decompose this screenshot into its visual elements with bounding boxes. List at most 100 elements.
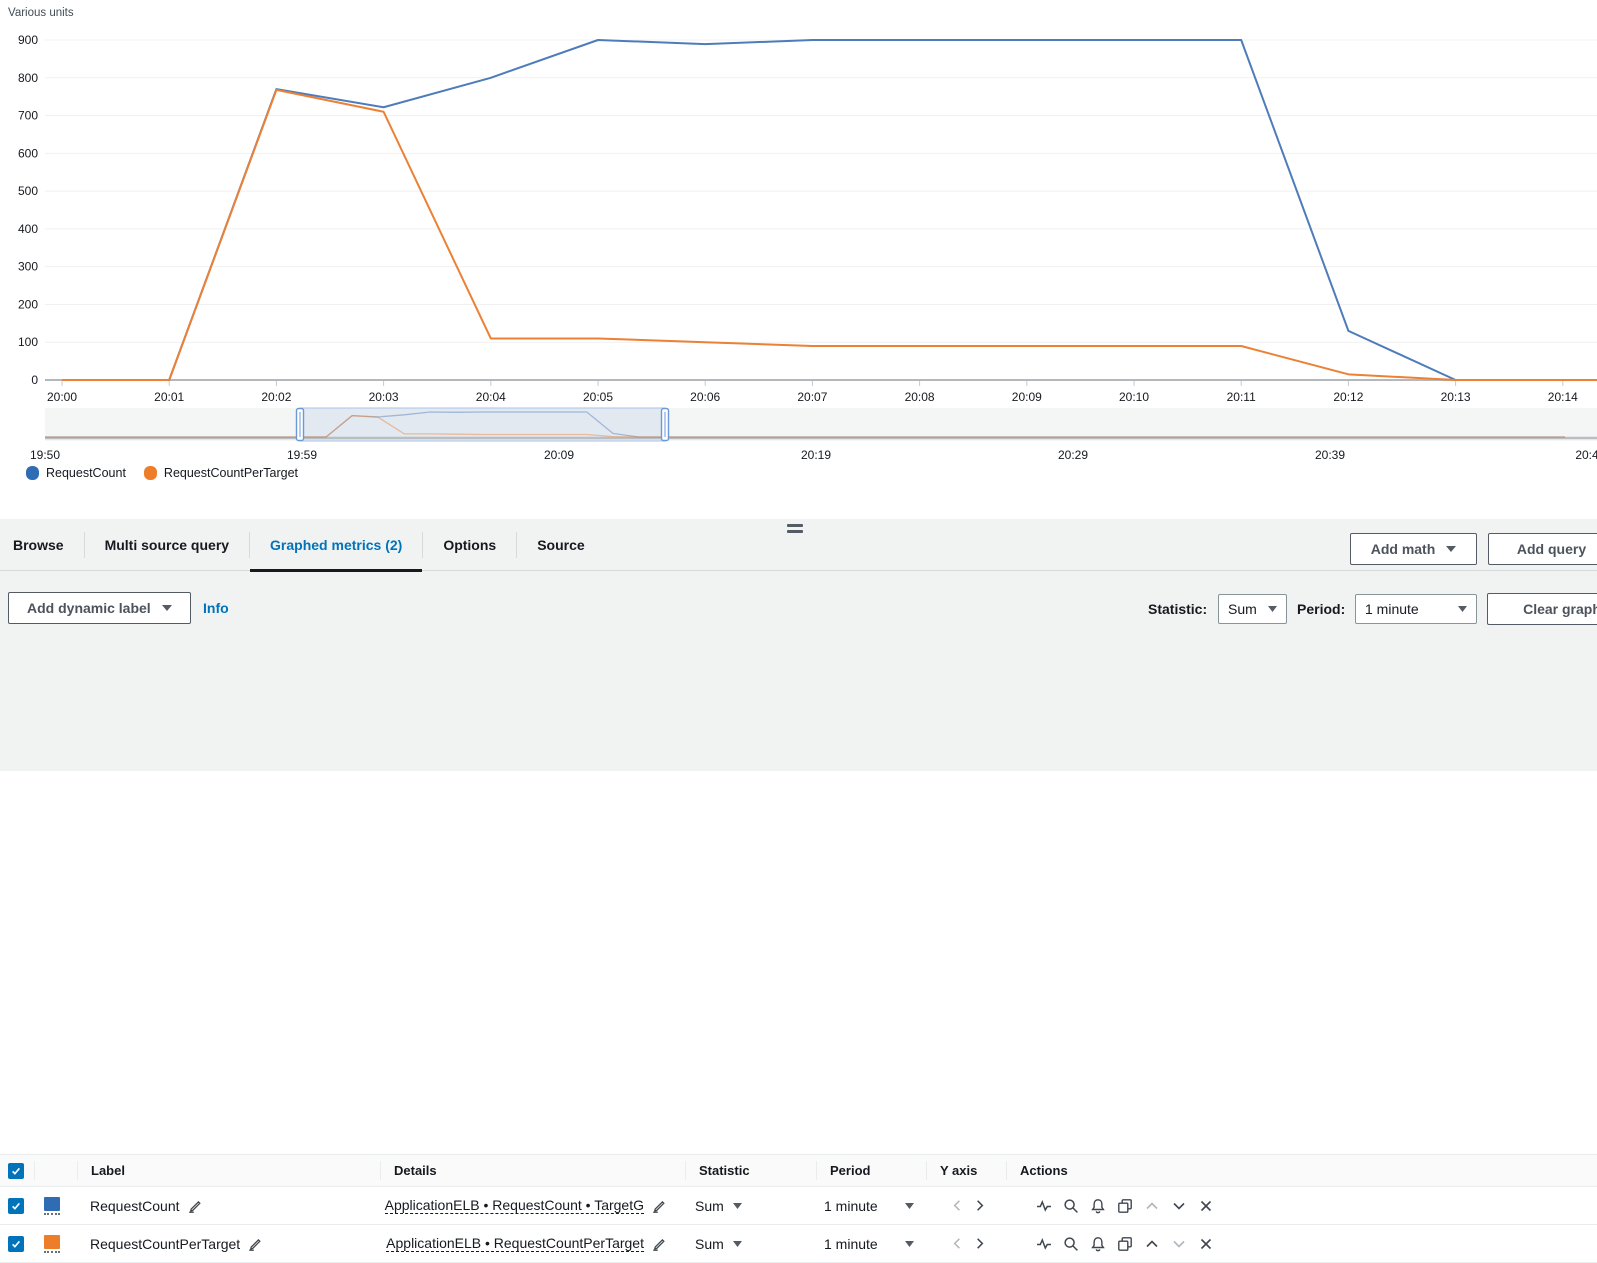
details-cell: ApplicationELB • RequestCountPerTarget [380,1235,685,1252]
edit-label-pencil-icon[interactable] [248,1236,263,1251]
x-tick-label: 20:03 [369,390,399,404]
y-axis-right-icon[interactable] [972,1198,987,1213]
create-alarm-bell-icon[interactable] [1090,1236,1106,1252]
create-alarm-bell-icon[interactable] [1090,1198,1106,1214]
move-up-icon[interactable] [1144,1236,1160,1252]
chevron-down-icon [161,605,172,611]
add-dynamic-label-button[interactable]: Add dynamic label [8,592,191,624]
timeline-selection[interactable] [300,408,665,441]
timeline-tick-label: 20:19 [801,448,831,462]
metric-row: RequestCountPerTarget ApplicationELB • R… [0,1225,1597,1263]
move-up-icon [1144,1198,1160,1214]
edit-details-pencil-icon[interactable] [652,1236,667,1251]
metric-sparkline-icon[interactable] [1036,1236,1052,1252]
y-axis-cell [926,1198,1006,1213]
timeline-track[interactable] [45,408,1597,441]
x-tick-label: 20:00 [47,390,77,404]
details-cell: ApplicationELB • RequestCount • TargetG [380,1197,685,1214]
y-tick-label: 200 [18,297,38,311]
info-link[interactable]: Info [203,600,229,616]
panel-resize-handle[interactable] [787,522,803,534]
edit-label-pencil-icon[interactable] [188,1198,203,1213]
y-tick-label: 0 [31,373,38,387]
row-color-cell [34,1196,77,1215]
select-all-checkbox[interactable] [8,1162,24,1179]
label-cell: RequestCountPerTarget [77,1236,380,1252]
y-axis-left-icon [950,1236,965,1251]
statistic-label: Statistic: [1148,601,1208,617]
tab-options[interactable]: Options [443,536,497,553]
move-down-icon [1171,1236,1187,1252]
legend-item-requestcount[interactable]: RequestCount [26,466,126,480]
metric-row: RequestCount ApplicationELB • RequestCou… [0,1187,1597,1225]
period-select[interactable]: 1 minute [1355,594,1477,624]
y-axis-right-icon[interactable] [972,1236,987,1251]
row-color-cell [34,1234,77,1253]
x-tick-label: 20:13 [1441,390,1471,404]
add-query-button[interactable]: Add query [1488,533,1597,565]
statistic-value: Sum [695,1235,724,1252]
statistic-select[interactable]: Sum [1218,594,1287,624]
tab-graphed-metrics[interactable]: Graphed metrics (2) [250,519,423,572]
x-tick-label: 20:01 [154,390,184,404]
statistic-dropdown-caret-icon[interactable] [732,1202,742,1209]
zoom-to-metric-icon[interactable] [1063,1198,1079,1214]
metric-color-swatch[interactable] [44,1234,60,1253]
chevron-down-icon [1458,606,1467,612]
y-tick-label: 700 [18,109,38,123]
period-value: 1 minute [824,1197,878,1214]
legend-color-dot-orange [143,466,157,480]
edit-details-pencil-icon[interactable] [652,1198,667,1213]
y-tick-label: 100 [18,335,38,349]
metric-label: RequestCountPerTarget [90,1235,241,1252]
statistic-cell: Sum [685,1236,816,1252]
metric-sparkline-icon[interactable] [1036,1198,1052,1214]
y-tick-label: 800 [18,71,38,85]
legend-item-requestcountpertarget[interactable]: RequestCountPerTarget [143,466,299,480]
x-tick-label: 20:09 [1012,390,1042,404]
remove-metric-icon[interactable] [1198,1198,1214,1214]
metrics-line-chart[interactable]: 0 100 200 300 400 500 600 700 800 900 20:00 20:01 20… [0,0,1597,465]
period-dropdown-caret-icon[interactable] [905,1240,914,1247]
series-line-RequestCount [62,39,1597,381]
metrics-panel: Browse Multi source query Graphed metric… [0,519,1597,1263]
x-tick-label: 20:12 [1333,390,1363,404]
y-axis-cell [926,1236,1006,1251]
column-header-details: Details [380,1161,685,1180]
timeline-tick-label: 19:59 [287,448,317,462]
timeline-tick-label: 19:50 [30,448,60,462]
metric-details-link[interactable]: ApplicationELB • RequestCount • TargetG [384,1197,644,1214]
tab-browse[interactable]: Browse [13,536,64,553]
select-all-cell [0,1161,34,1180]
legend-label: RequestCountPerTarget [163,466,299,480]
remove-metric-icon[interactable] [1198,1236,1214,1252]
duplicate-icon[interactable] [1117,1198,1133,1214]
zoom-to-metric-icon[interactable] [1063,1236,1079,1252]
move-down-icon[interactable] [1171,1198,1187,1214]
column-header-statistic: Statistic [685,1161,816,1180]
row-checkbox[interactable] [8,1197,24,1214]
period-value: 1 minute [824,1235,878,1252]
row-select-cell [0,1197,34,1214]
graphed-metrics-table: Label Details Statistic Period Y axis Ac… [0,1154,1597,1263]
timeline-tick-label: 20:39 [1315,448,1345,462]
metric-color-swatch[interactable] [44,1196,60,1215]
row-checkbox[interactable] [8,1235,24,1252]
y-tick-label: 900 [18,33,38,47]
metric-details-link[interactable]: ApplicationELB • RequestCountPerTarget [386,1235,644,1252]
clear-graph-button[interactable]: Clear graph [1487,593,1597,625]
period-dropdown-caret-icon[interactable] [905,1202,914,1209]
duplicate-icon[interactable] [1117,1236,1133,1252]
period-cell: 1 minute [816,1198,926,1214]
metrics-toolbar: Add dynamic label Info Statistic: Sum Pe… [0,571,1597,635]
x-tick-label: 20:04 [476,390,506,404]
x-tick-label: 20:02 [261,390,291,404]
table-header-row: Label Details Statistic Period Y axis Ac… [0,1154,1597,1187]
tab-multi-source-query[interactable]: Multi source query [104,536,230,553]
period-label: Period: [1297,601,1346,617]
add-math-button[interactable]: Add math [1350,533,1477,565]
tab-source[interactable]: Source [537,536,585,553]
column-header-color [34,1161,77,1180]
row-select-cell [0,1235,34,1252]
statistic-dropdown-caret-icon[interactable] [732,1240,742,1247]
